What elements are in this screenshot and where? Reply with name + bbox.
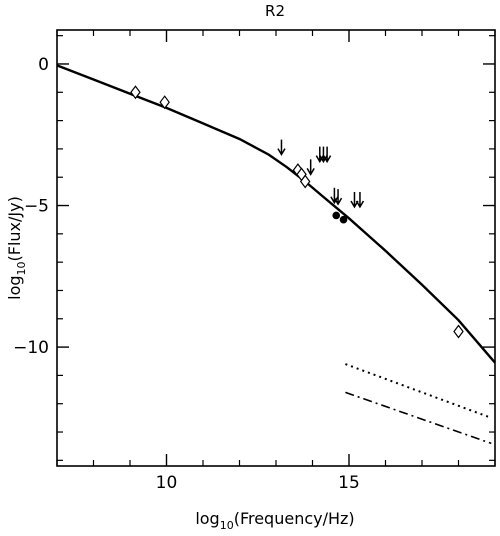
y-axis-label-post: (Flux/Jy) xyxy=(5,196,24,261)
dotted-model-line xyxy=(345,363,492,419)
diamond-data-point xyxy=(130,85,141,100)
y-tick-label: 0 xyxy=(38,55,49,75)
x-axis-label-pre: log xyxy=(195,509,219,528)
upper-limit-arrow xyxy=(322,146,332,164)
upper-limit-arrow xyxy=(355,191,365,209)
filled-data-point xyxy=(332,211,341,220)
x-axis-label: log10(Frequency/Hz) xyxy=(195,509,354,532)
x-tick-label: 10 xyxy=(156,473,178,493)
filled-data-point xyxy=(339,215,348,224)
upper-limit-arrow xyxy=(306,159,315,176)
curves-layer xyxy=(56,64,496,445)
diamond-data-point xyxy=(159,95,170,110)
x-tick-label: 15 xyxy=(338,473,360,493)
y-tick-label: −5 xyxy=(24,197,49,217)
chart-title: R2 xyxy=(265,2,285,20)
markers-layer xyxy=(130,85,464,339)
upper-limit-arrow xyxy=(277,139,286,157)
axes-layer: 10 15 0 −5 −10 xyxy=(13,30,496,493)
x-axis-label-sub: 10 xyxy=(220,519,234,532)
y-axis-label-pre: log xyxy=(5,275,24,299)
model-curve xyxy=(56,64,496,364)
dash-dot-model-line xyxy=(345,391,492,445)
upper-limit-arrow xyxy=(333,189,343,206)
y-tick-label: −10 xyxy=(13,338,49,358)
y-axis-label-sub: 10 xyxy=(15,261,28,275)
x-axis-label-post: (Frequency/Hz) xyxy=(234,509,355,528)
upper-limit-arrow xyxy=(319,146,328,164)
diamond-data-point xyxy=(453,324,464,339)
diamond-data-point xyxy=(299,174,311,189)
y-axis-label: log10(Flux/Jy) xyxy=(5,196,28,300)
upper-limit-arrow xyxy=(315,146,324,164)
plot-frame xyxy=(56,29,496,467)
upper-limit-arrow xyxy=(330,187,339,205)
